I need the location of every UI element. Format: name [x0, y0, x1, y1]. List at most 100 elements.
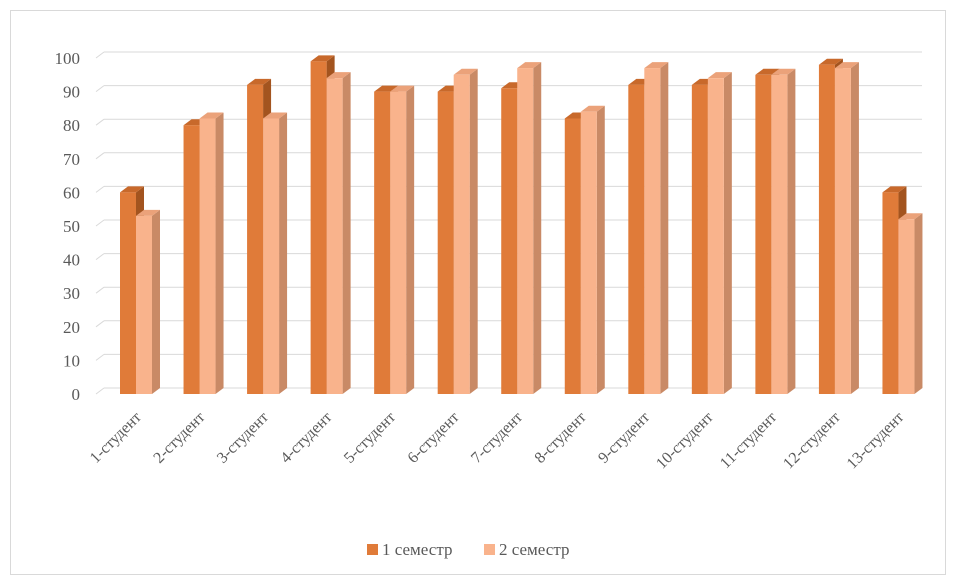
bar-top — [707, 72, 732, 79]
bar-front — [644, 68, 661, 394]
bar-front — [326, 78, 343, 394]
bar-side — [723, 72, 732, 394]
bar-front — [247, 84, 264, 394]
x-tick-label: 12-студент — [780, 409, 844, 473]
bar-front — [374, 91, 391, 394]
y-tick-label: 50 — [63, 217, 80, 236]
bar-2-13 — [898, 213, 923, 394]
bar-side — [469, 68, 478, 395]
gridline-depth — [95, 118, 105, 126]
bar-front — [771, 74, 788, 395]
bar-front — [898, 219, 915, 394]
gridline-depth — [95, 85, 105, 92]
bar-2-10 — [707, 72, 732, 394]
bar-side — [533, 62, 542, 394]
bar-front — [755, 74, 772, 395]
bar-top — [834, 62, 859, 69]
bar-side — [850, 62, 859, 394]
gridline-depth — [95, 219, 105, 227]
x-tick-label: 2-студент — [150, 409, 208, 467]
y-tick-label: 80 — [63, 116, 80, 135]
bar-front — [707, 78, 724, 394]
bar-front — [263, 118, 280, 394]
bar-2-4 — [326, 72, 351, 394]
x-tick-label: 13-студент — [844, 409, 908, 473]
y-tick-label: 40 — [63, 251, 80, 270]
bar-top — [580, 105, 605, 112]
legend-swatch — [367, 544, 378, 555]
bar-2-6 — [453, 68, 478, 395]
x-tick-label: 11-студент — [717, 409, 780, 472]
x-tick-label: 4-студент — [277, 409, 335, 467]
bar-front — [691, 84, 708, 394]
bar-front — [310, 61, 327, 395]
bars — [120, 55, 923, 395]
bar-2-3 — [263, 112, 288, 394]
bar-2-12 — [834, 62, 859, 394]
bar-top — [898, 213, 923, 220]
bar-front — [517, 68, 534, 394]
bar-top — [517, 62, 542, 69]
bar-front — [501, 88, 518, 395]
gridline-depth — [95, 253, 105, 261]
legend-label: 1 семестр — [382, 540, 452, 559]
bar-2-8 — [580, 105, 605, 394]
legend-item-2: 2 семестр — [484, 540, 569, 559]
y-tick-label: 10 — [63, 351, 80, 370]
y-tick-label: 60 — [63, 183, 80, 202]
x-tick-label: 1-студент — [87, 409, 145, 467]
x-tick-label: 6-студент — [405, 409, 463, 467]
x-axis-ticks: 1-студент 2-студент 3-студент 4-студент 5-ст… — [87, 409, 907, 473]
bar-front — [628, 84, 645, 394]
bar-2-1 — [136, 209, 160, 394]
bar-top — [644, 62, 669, 69]
gridline-depth — [95, 152, 105, 160]
bar-front — [818, 64, 835, 394]
bar-top — [818, 58, 843, 65]
bar-front — [580, 111, 597, 394]
bar-2-9 — [644, 62, 669, 394]
bar-side — [914, 213, 923, 394]
bar-side — [279, 112, 288, 394]
gridline-depth — [95, 353, 105, 361]
bar-front — [564, 118, 581, 394]
bar-top — [882, 186, 907, 193]
bar-top — [199, 112, 224, 119]
gridline-depth — [95, 286, 105, 294]
x-tick-label: 10-студент — [653, 409, 717, 473]
bar-2-11 — [771, 68, 796, 395]
y-tick-label: 20 — [63, 318, 80, 337]
bar-front — [834, 68, 851, 394]
legend-swatch — [484, 544, 495, 555]
bar-top — [120, 186, 144, 193]
y-axis-ticks: 0 10 20 30 40 50 60 70 80 90 100 — [55, 49, 81, 404]
x-tick-label: 7-студент — [468, 409, 526, 467]
bar-front — [120, 192, 136, 394]
bar-side — [215, 112, 224, 394]
bar-side — [152, 209, 160, 394]
y-tick-label: 100 — [55, 49, 81, 68]
y-tick-label: 90 — [63, 83, 80, 102]
y-tick-label: 30 — [63, 284, 80, 303]
bar-2-2 — [199, 112, 224, 394]
bar-front — [882, 192, 899, 394]
bar-side — [406, 85, 415, 394]
bar-front — [390, 91, 407, 394]
bar-top — [310, 55, 335, 62]
bar-top — [453, 68, 478, 75]
bar-side — [787, 68, 796, 395]
bar-2-5 — [390, 85, 415, 394]
bar-top — [771, 68, 796, 75]
bar-front — [437, 91, 454, 394]
legend: 1 семестр 2 семестр — [367, 540, 569, 559]
bar-top — [263, 112, 288, 119]
x-tick-label: 8-студент — [532, 409, 590, 467]
bar-side — [660, 62, 669, 394]
bar-side — [342, 72, 351, 394]
gridline-depth — [95, 185, 105, 193]
gridline-depth — [95, 51, 105, 59]
bar-2-7 — [517, 62, 542, 394]
x-tick-label: 5-студент — [341, 409, 399, 467]
bar-top — [390, 85, 415, 92]
